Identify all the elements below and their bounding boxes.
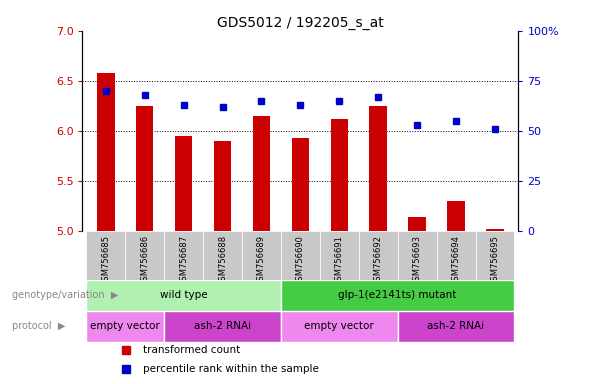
Text: GSM756688: GSM756688 — [218, 235, 227, 286]
Bar — [136, 106, 154, 231]
Bar — [253, 116, 270, 231]
Text: empty vector: empty vector — [305, 321, 374, 331]
Bar — [398, 311, 514, 342]
Bar — [436, 231, 475, 280]
Text: GSM756685: GSM756685 — [101, 235, 110, 286]
Text: GSM756691: GSM756691 — [335, 235, 344, 286]
Text: ash-2 RNAi: ash-2 RNAi — [194, 321, 251, 331]
Bar — [281, 311, 398, 342]
Text: percentile rank within the sample: percentile rank within the sample — [144, 364, 319, 374]
Text: GSM756690: GSM756690 — [296, 235, 305, 286]
Bar — [97, 73, 115, 231]
Bar — [164, 231, 203, 280]
Text: genotype/variation  ▶: genotype/variation ▶ — [12, 290, 118, 300]
Bar — [408, 217, 426, 231]
Text: GSM756695: GSM756695 — [491, 235, 499, 286]
Bar — [87, 231, 125, 280]
Bar — [320, 231, 359, 280]
Bar — [164, 311, 281, 342]
Title: GDS5012 / 192205_s_at: GDS5012 / 192205_s_at — [217, 16, 384, 30]
Bar — [475, 231, 514, 280]
Bar — [87, 280, 281, 311]
Text: glp-1(e2141ts) mutant: glp-1(e2141ts) mutant — [339, 290, 457, 300]
Text: transformed count: transformed count — [144, 345, 241, 356]
Bar — [369, 106, 387, 231]
Text: wild type: wild type — [160, 290, 207, 300]
Text: GSM756687: GSM756687 — [179, 235, 188, 286]
Bar — [447, 201, 465, 231]
Bar — [281, 280, 514, 311]
Text: empty vector: empty vector — [90, 321, 160, 331]
Text: GSM756686: GSM756686 — [140, 235, 149, 286]
Bar — [359, 231, 398, 280]
Text: GSM756692: GSM756692 — [374, 235, 383, 286]
Text: protocol  ▶: protocol ▶ — [12, 321, 65, 331]
Bar — [486, 229, 504, 231]
Text: GSM756694: GSM756694 — [452, 235, 461, 286]
Bar — [242, 231, 281, 280]
Bar — [125, 231, 164, 280]
Bar — [292, 138, 309, 231]
Bar — [87, 311, 164, 342]
Bar — [330, 119, 348, 231]
Bar — [203, 231, 242, 280]
Text: GSM756693: GSM756693 — [413, 235, 422, 286]
Bar — [398, 231, 436, 280]
Text: ash-2 RNAi: ash-2 RNAi — [428, 321, 485, 331]
Text: GSM756689: GSM756689 — [257, 235, 266, 286]
Bar — [214, 141, 231, 231]
Bar — [175, 136, 193, 231]
Bar — [281, 231, 320, 280]
